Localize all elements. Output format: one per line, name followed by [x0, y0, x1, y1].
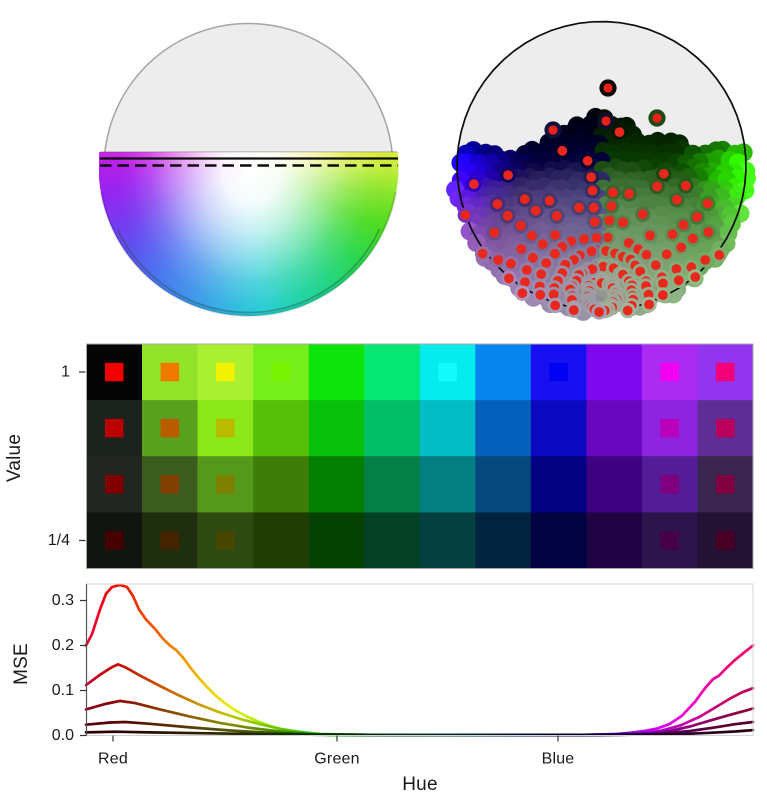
svg-text:Hue: Hue [402, 774, 437, 795]
svg-text:0.3: 0.3 [52, 592, 74, 609]
svg-text:Green: Green [314, 751, 359, 768]
svg-text:1: 1 [61, 364, 70, 381]
svg-text:0.0: 0.0 [52, 727, 74, 744]
svg-text:0.2: 0.2 [52, 637, 74, 654]
svg-text:Value: Value [4, 434, 25, 482]
svg-text:Blue: Blue [542, 751, 575, 768]
svg-text:0.1: 0.1 [52, 682, 74, 699]
svg-text:1/4: 1/4 [48, 532, 70, 549]
svg-text:MSE: MSE [11, 643, 32, 685]
svg-text:Red: Red [98, 751, 128, 768]
